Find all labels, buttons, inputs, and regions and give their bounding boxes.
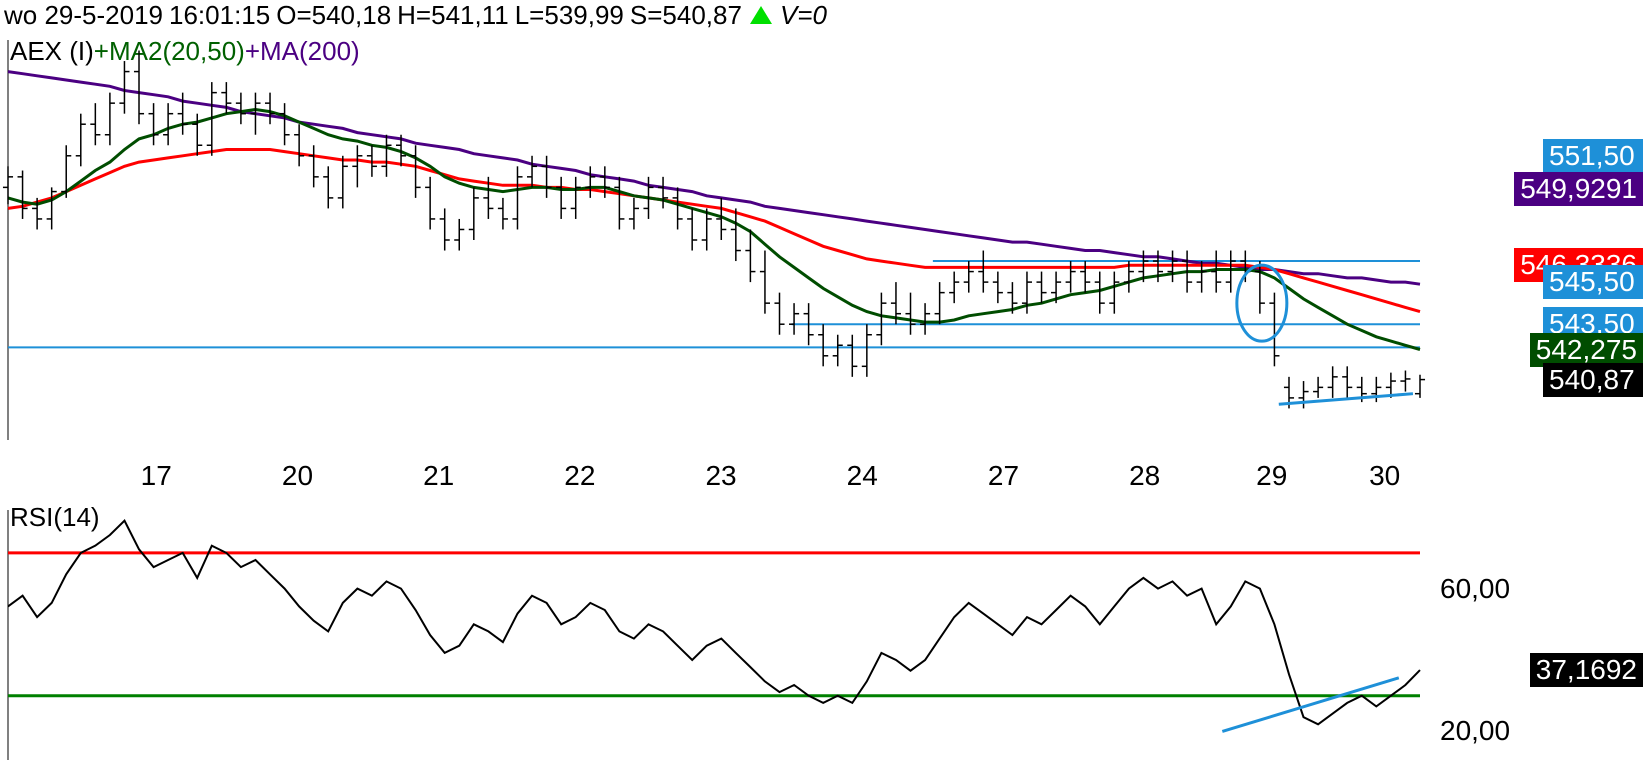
x-tick-label: 29 bbox=[1256, 460, 1287, 492]
price-chart[interactable] bbox=[0, 30, 1643, 490]
x-tick-label: 30 bbox=[1369, 460, 1400, 492]
rsi-current-tag: 37,1692 bbox=[1530, 653, 1643, 687]
x-axis-labels: 17 20 21 22 23 24 27 28 29 30 bbox=[0, 460, 1420, 494]
header-date: wo 29-5-2019 bbox=[4, 0, 163, 31]
x-tick-label: 23 bbox=[705, 460, 736, 492]
rsi-chart[interactable] bbox=[0, 500, 1643, 772]
rsi-y-tick: 60,00 bbox=[1440, 573, 1510, 605]
x-tick-label: 22 bbox=[564, 460, 595, 492]
ohlc-header: wo 29-5-2019 16:01:15 O=540,18 H=541,11 … bbox=[0, 0, 1643, 30]
price-level-tag: 540,87 bbox=[1543, 363, 1643, 397]
x-tick-label: 20 bbox=[282, 460, 313, 492]
up-arrow-icon bbox=[750, 6, 772, 24]
price-level-tag: 549,9291 bbox=[1514, 172, 1643, 206]
x-tick-label: 27 bbox=[988, 460, 1019, 492]
price-level-tag: 545,50 bbox=[1543, 265, 1643, 299]
x-tick-label: 24 bbox=[847, 460, 878, 492]
price-level-tag: 551,50 bbox=[1543, 139, 1643, 173]
header-volume: V=0 bbox=[780, 0, 827, 31]
header-open: O=540,18 bbox=[276, 0, 391, 31]
header-low: L=539,99 bbox=[515, 0, 624, 31]
header-settle: S=540,87 bbox=[630, 0, 742, 31]
header-high: H=541,11 bbox=[397, 0, 509, 31]
x-tick-label: 28 bbox=[1129, 460, 1160, 492]
x-tick-label: 17 bbox=[141, 460, 172, 492]
rsi-y-tick: 20,00 bbox=[1440, 715, 1510, 747]
x-tick-label: 21 bbox=[423, 460, 454, 492]
header-time: 16:01:15 bbox=[169, 0, 270, 31]
